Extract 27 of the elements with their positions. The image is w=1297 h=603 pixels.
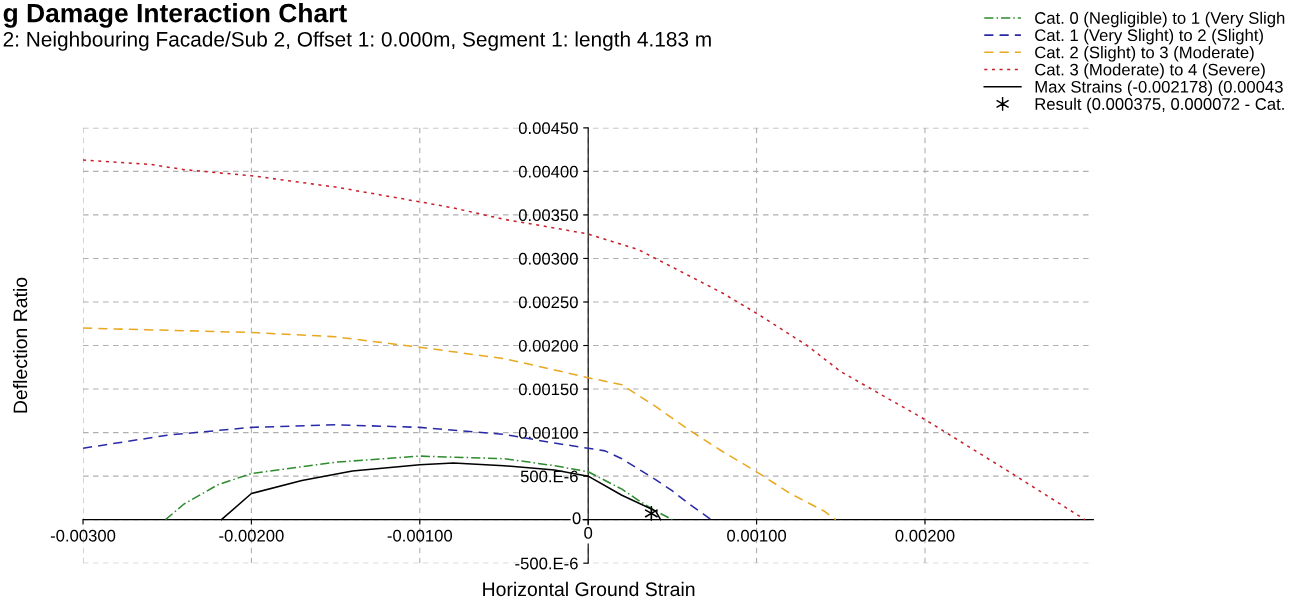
legend-label: Cat. 0 (Negligible) to 1 (Very Sligh [1035, 11, 1285, 28]
x-axis-title: Horizontal Ground Strain [483, 581, 695, 597]
legend-label: Result (0.000375, 0.000072 - Cat. [1035, 97, 1284, 114]
x-tick-label: 0.00100 [727, 529, 787, 542]
y-tick-label: 0.00350 [518, 209, 578, 222]
legend-label: Cat. 3 (Moderate) to 4 (Severe) [1035, 63, 1265, 79]
chart-title: g Damage Interaction Chart [3, 3, 347, 28]
y-tick-label: 0.00300 [518, 252, 578, 265]
chart-subtitle: 2: Neighbouring Facade/Sub 2, Offset 1: 0.000m, Segment 1: length 4.183 m [3, 31, 711, 51]
y-tick-label: 0.00250 [518, 296, 578, 309]
y-tick-label: -500.E-6 [515, 557, 578, 570]
legend-label: Cat. 2 (Slight) to 3 (Moderate) [1035, 46, 1254, 62]
y-tick-label: 0.00200 [518, 339, 578, 352]
y-tick-label: 0.00100 [518, 426, 578, 439]
y-axis-title: Deflection Ratio [12, 277, 28, 413]
x-tick-label: 0 [584, 527, 593, 539]
y-tick-label: 500.E-6 [520, 470, 578, 483]
x-tick-label: -0.00100 [387, 529, 453, 542]
x-tick-label: -0.00200 [219, 529, 284, 542]
x-tick-label: 0.00200 [895, 529, 955, 542]
legend-label: Max Strains (-0.002178) (0.00043 [1035, 80, 1283, 97]
x-tick-label: -0.00300 [50, 529, 116, 542]
y-tick-label: 0.00400 [518, 165, 578, 178]
y-tick-label: 0.00150 [518, 383, 578, 396]
y-tick-label: 0.00450 [518, 122, 578, 135]
y-tick-label: 0 [572, 512, 581, 525]
legend-label: Cat. 1 (Very Slight) to 2 (Slight) [1035, 28, 1263, 45]
